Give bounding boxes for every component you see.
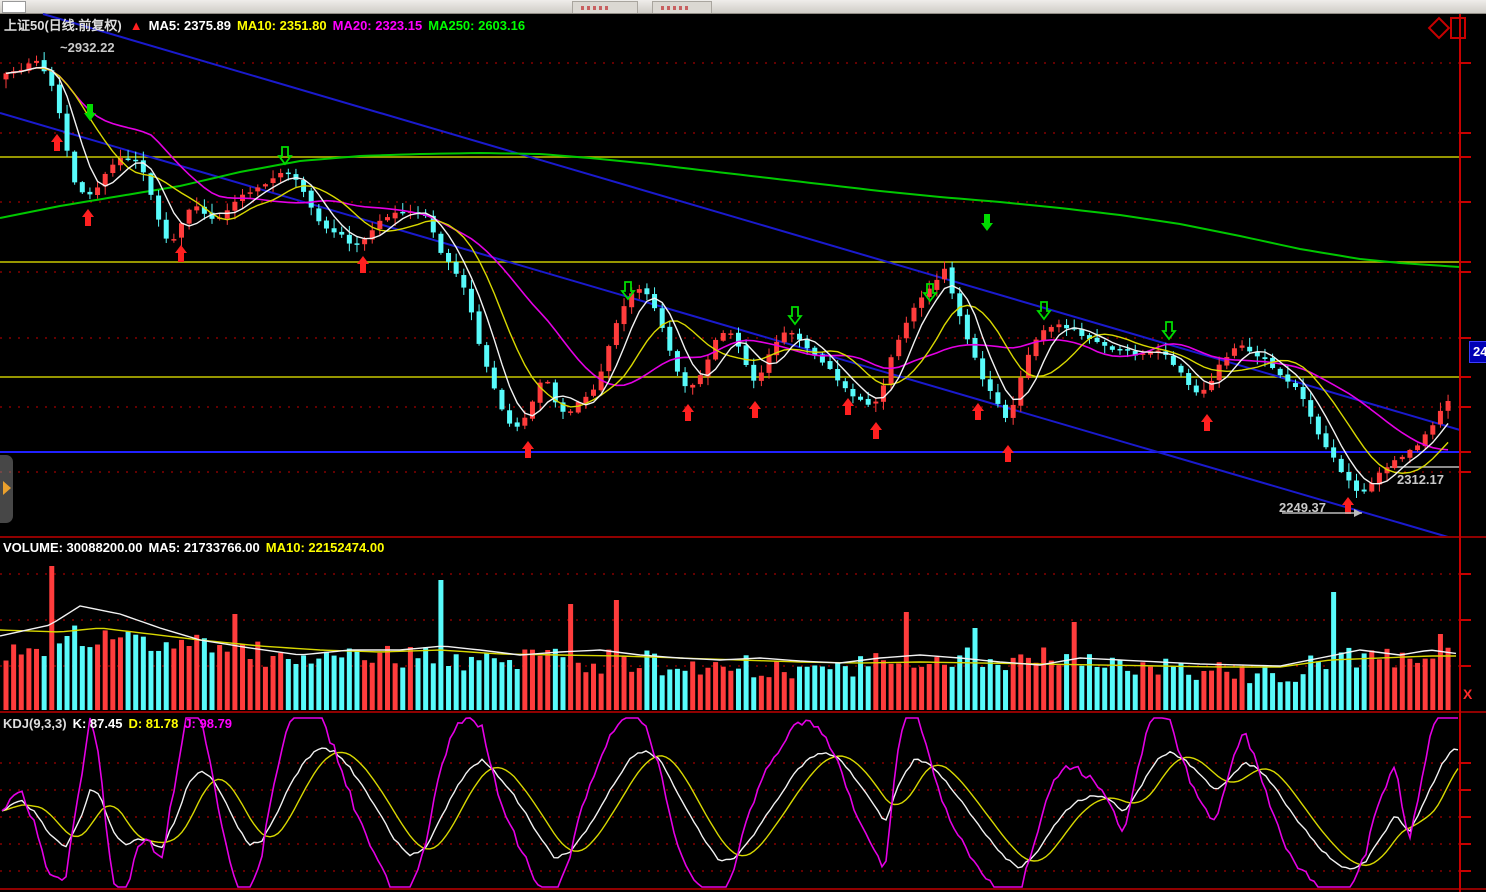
buy-arrow-icon xyxy=(749,401,761,418)
buy-arrow-icon xyxy=(357,256,369,273)
buy-arrow-icon xyxy=(1342,497,1354,514)
sell-hollow-arrow-icon xyxy=(787,306,803,326)
window-split-icon[interactable] xyxy=(1450,17,1466,39)
signal-arrow-layer xyxy=(51,104,1354,514)
ma20-line xyxy=(5,66,1449,451)
ma250-line xyxy=(0,151,1461,268)
buy-arrow-icon xyxy=(972,403,984,420)
kdj-title: KDJ(9,3,3) xyxy=(3,716,67,731)
sidebar-expand-tab[interactable] xyxy=(0,455,13,523)
toolbar-button-glyph xyxy=(581,6,609,10)
symbol-title: 上证50(日线.前复权) xyxy=(4,18,122,33)
indicator-close-button[interactable]: X xyxy=(1463,686,1473,702)
ma10-line xyxy=(5,67,1449,474)
sell-hollow-arrow-icon xyxy=(1161,321,1177,341)
buy-arrow-icon xyxy=(82,209,94,226)
buy-arrow-icon xyxy=(522,441,534,458)
kdj-d-line xyxy=(1,751,1459,867)
toolbar-button-2[interactable] xyxy=(652,1,712,13)
sell-arrow-icon xyxy=(84,104,96,121)
kdj-k-line xyxy=(1,747,1459,870)
ma20-value: MA20: 2323.15 xyxy=(332,18,423,33)
buy-arrow-icon xyxy=(1201,414,1213,431)
sell-hollow-arrow-icon xyxy=(620,281,636,301)
ma10-value: MA10: 2351.80 xyxy=(237,18,327,33)
toolbar-button-1[interactable] xyxy=(572,1,638,13)
peak-price-annotation: ~2932.22 xyxy=(60,40,115,55)
kdj-j-value: J: 98.79 xyxy=(184,716,233,731)
window-split-divider xyxy=(1459,19,1461,37)
main-chart-header: 上证50(日线.前复权) ▲ MA5: 2375.89 MA10: 2351.80 MA… xyxy=(4,15,531,34)
buy-arrow-icon xyxy=(1002,445,1014,462)
buy-arrow-icon xyxy=(51,134,63,151)
sell-hollow-arrow-icon xyxy=(922,283,938,303)
buy-arrow-icon xyxy=(870,422,882,439)
sell-hollow-arrow-icon xyxy=(277,146,293,166)
buy-arrow-icon xyxy=(842,398,854,415)
sell-arrow-icon xyxy=(981,214,993,231)
kdj-d-value: D: 81.78 xyxy=(128,716,179,731)
toolbar-button-glyph xyxy=(661,6,689,10)
volume-value: VOLUME: 30088200.00 xyxy=(3,540,143,555)
buy-arrow-icon xyxy=(175,245,187,262)
volume-header: VOLUME: 30088200.00 MA5: 21733766.00 MA10:… xyxy=(3,540,390,555)
kdj-k-value: K: 87.45 xyxy=(72,716,123,731)
toolbar-input-stub[interactable] xyxy=(2,1,26,13)
candlestick-layer xyxy=(3,52,1451,498)
kdj-header: KDJ(9,3,3) K: 87.45 D: 81.78 J: 98.79 xyxy=(3,716,238,731)
volume-bar-layer xyxy=(3,566,1451,710)
ma250-value: MA250: 2603.16 xyxy=(428,18,526,33)
trendline-layer xyxy=(0,13,1461,538)
volume-ma5-line xyxy=(0,605,1457,667)
buy-arrow-icon xyxy=(682,404,694,421)
ma5-line xyxy=(5,66,1449,485)
level-price-annotation: 2312.17 xyxy=(1397,472,1444,487)
volume-ma5-value: MA5: 21733766.00 xyxy=(148,540,260,555)
sell-hollow-arrow-icon xyxy=(1036,301,1052,321)
current-price-axis-label: 24 xyxy=(1469,341,1486,363)
kdj-j-line xyxy=(1,717,1458,888)
expand-arrow-icon xyxy=(3,481,11,495)
ma5-value: MA5: 2375.89 xyxy=(148,18,231,33)
buy-signal-arrow-icon: ▲ xyxy=(129,18,143,33)
low-price-annotation: 2249.37 xyxy=(1279,500,1326,515)
grid-layer xyxy=(0,62,1460,872)
pane-border-layer xyxy=(0,14,1486,892)
top-toolbar[interactable] xyxy=(0,0,1486,14)
annotation-layer xyxy=(1282,509,1362,517)
volume-ma10-value: MA10: 22152474.00 xyxy=(265,540,385,555)
